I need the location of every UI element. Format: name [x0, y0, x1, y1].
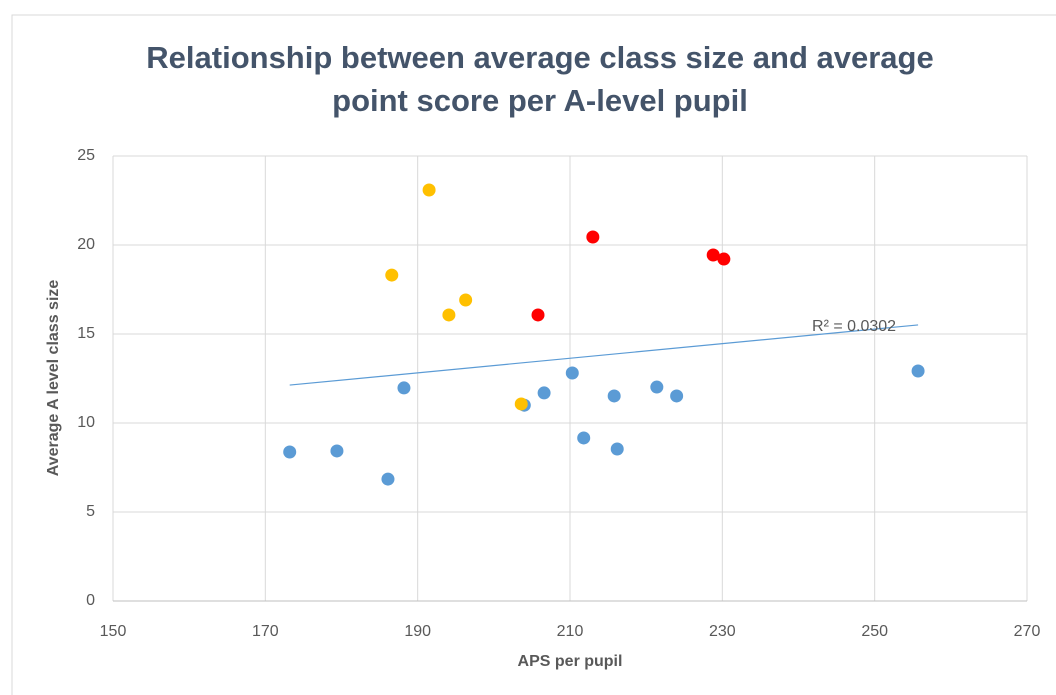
point: [531, 308, 545, 322]
point: [330, 444, 344, 458]
point: [422, 183, 436, 197]
point: [911, 364, 925, 378]
point: [607, 389, 621, 403]
point: [565, 366, 579, 380]
y-tick-label: 20: [77, 236, 95, 253]
point: [650, 380, 664, 394]
x-tick-label: 170: [252, 623, 279, 640]
y-axis-title: Average A level class size: [45, 280, 62, 477]
chart-title: point score per A-level pupil: [332, 83, 748, 118]
point: [385, 268, 399, 282]
y-tick-label: 15: [77, 325, 95, 342]
point: [577, 431, 591, 445]
point: [397, 381, 411, 395]
point: [717, 252, 731, 266]
point: [442, 308, 456, 322]
chart-frame: [11, 14, 1056, 695]
y-tick-label: 10: [77, 414, 95, 431]
x-tick-label: 230: [709, 623, 736, 640]
point: [706, 248, 720, 262]
point: [283, 445, 297, 459]
x-tick-label: 250: [861, 623, 888, 640]
point: [459, 293, 473, 307]
point: [670, 389, 684, 403]
x-tick-label: 210: [557, 623, 584, 640]
x-tick-label: 190: [404, 623, 431, 640]
x-tick-label: 150: [100, 623, 127, 640]
x-axis-title: APS per pupil: [518, 653, 623, 670]
point: [537, 386, 551, 400]
y-tick-label: 0: [86, 592, 95, 609]
point: [381, 472, 395, 486]
point: [610, 442, 624, 456]
y-tick-label: 25: [77, 147, 95, 164]
y-tick-label: 5: [86, 503, 95, 520]
point: [514, 397, 528, 411]
x-tick-label: 270: [1014, 623, 1041, 640]
trendline-label: R² = 0.0302: [812, 318, 896, 335]
chart-title: Relationship between average class size …: [146, 40, 933, 75]
point: [586, 230, 600, 244]
trendline: [289, 324, 919, 386]
